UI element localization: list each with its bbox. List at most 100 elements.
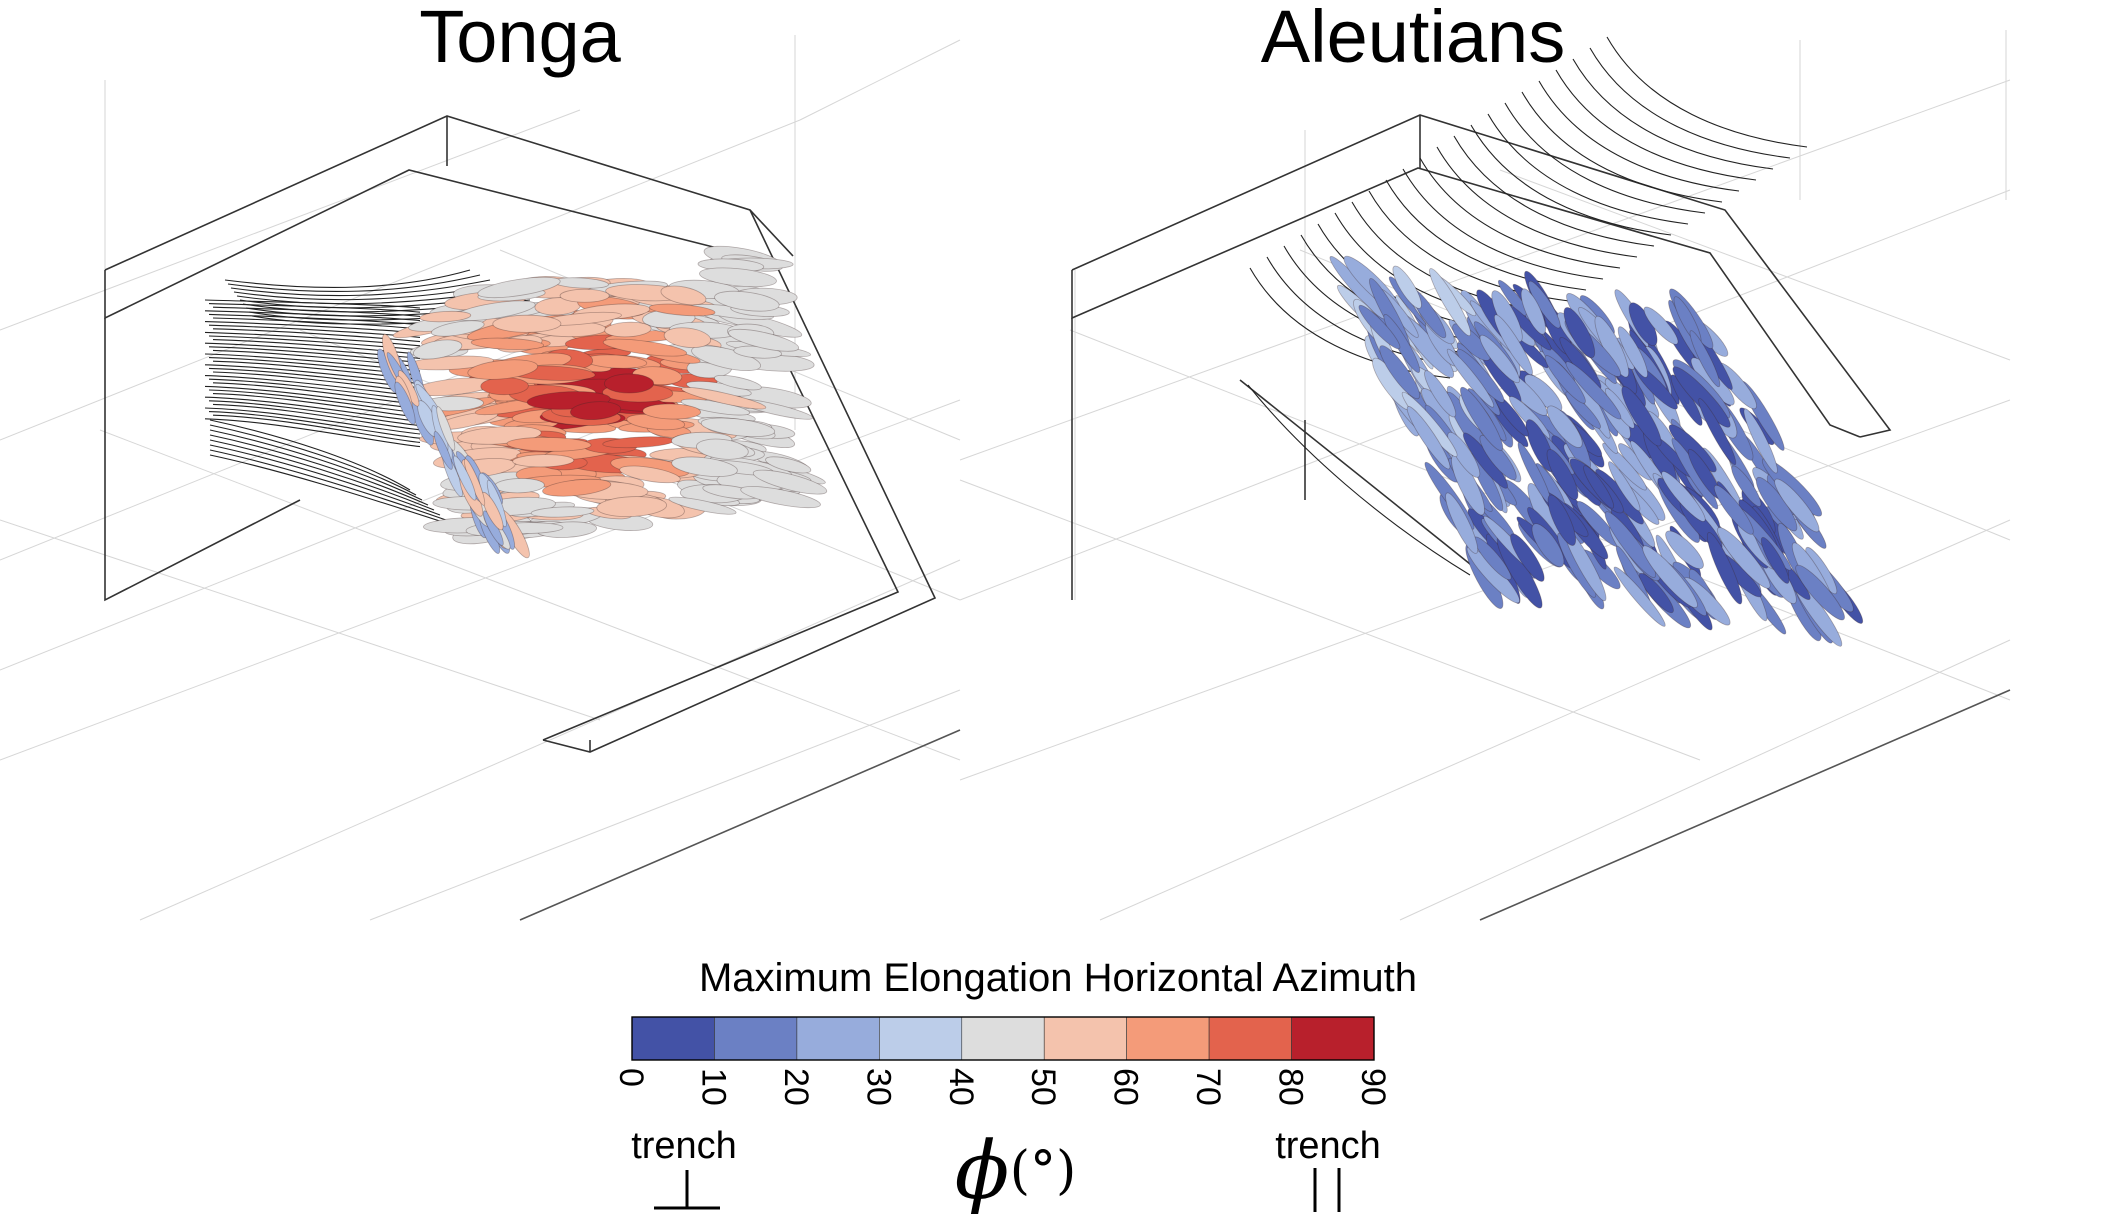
anisotropy-ellipse xyxy=(1698,398,1737,466)
anisotropy-ellipse xyxy=(436,406,456,451)
anisotropy-ellipse xyxy=(1672,366,1731,428)
colorbar-tick-label: 30 xyxy=(859,1068,897,1106)
streamline xyxy=(208,389,421,414)
anisotropy-ellipse xyxy=(1717,527,1771,589)
anisotropy-ellipse xyxy=(1760,536,1790,584)
streamline xyxy=(204,418,421,448)
anisotropy-ellipse xyxy=(700,417,776,437)
anisotropy-ellipse xyxy=(1546,405,1583,448)
anisotropy-ellipse xyxy=(1546,448,1579,500)
streamline xyxy=(209,439,435,511)
anisotropy-ellipse xyxy=(1604,511,1657,578)
anisotropy-ellipse xyxy=(1392,265,1422,309)
streamline xyxy=(212,403,421,431)
streamline xyxy=(1538,80,1740,192)
anisotropy-ellipse xyxy=(1583,465,1615,509)
anisotropy-ellipse xyxy=(481,491,504,531)
anisotropy-ellipse xyxy=(433,431,453,470)
anisotropy-ellipse xyxy=(696,438,749,460)
anisotropy-ellipse xyxy=(530,506,595,518)
anisotropy-ellipse xyxy=(1460,386,1504,451)
streamline xyxy=(1487,113,1689,225)
colorbar-tick-label: 80 xyxy=(1272,1068,1310,1106)
anisotropy-ellipse xyxy=(1406,406,1451,470)
streamline xyxy=(212,317,421,330)
aleutians-title: Aleutians xyxy=(1261,0,1565,78)
panel-aleutians: Aleutians xyxy=(959,0,2011,921)
anisotropy-ellipse xyxy=(699,267,777,288)
streamline xyxy=(230,279,491,297)
anisotropy-ellipse xyxy=(691,345,762,371)
anisotropy-ellipse xyxy=(1379,345,1421,400)
anisotropy-ellipse xyxy=(1531,523,1565,568)
anisotropy-ellipse xyxy=(1713,484,1754,535)
anisotropy-ellipse xyxy=(1608,461,1641,512)
colorbar-tick-label: 60 xyxy=(1107,1068,1145,1106)
streamline xyxy=(209,424,417,496)
streamline xyxy=(227,274,481,293)
streamline xyxy=(204,396,421,422)
anisotropy-ellipse xyxy=(681,386,767,410)
colorbar-tick-label: 0 xyxy=(612,1068,650,1087)
phi-unit: (°) xyxy=(1010,1141,1077,1201)
anisotropy-ellipse xyxy=(559,288,610,303)
anisotropy-ellipse xyxy=(740,486,821,509)
anisotropy-ellipse xyxy=(1665,530,1704,570)
colorbar-bin xyxy=(796,1016,880,1061)
anisotropy-ellipse xyxy=(407,355,494,371)
anisotropy-ellipse xyxy=(1479,334,1520,384)
streamline xyxy=(1470,124,1672,236)
aleutians-ellipses xyxy=(1329,255,1864,647)
colorbar-bin xyxy=(1126,1016,1210,1061)
streamline xyxy=(212,414,421,443)
streamline xyxy=(1555,69,1757,181)
anisotropy-ellipse xyxy=(604,321,652,338)
anisotropy-ellipse xyxy=(1565,391,1601,429)
anisotropy-ellipse xyxy=(1617,326,1648,378)
streamline xyxy=(1504,102,1706,214)
streamline xyxy=(212,339,421,355)
colorbar: Maximum Elongation Horizontal Azimuth 0 1… xyxy=(612,956,1417,1214)
streamline xyxy=(1402,168,1604,280)
colorbar-tick-label: 90 xyxy=(1354,1068,1392,1106)
colorbar-bin xyxy=(879,1016,963,1061)
colorbar-bin xyxy=(714,1016,798,1061)
anisotropy-ellipse xyxy=(542,478,612,497)
anisotropy-ellipse xyxy=(1731,465,1762,507)
anisotropy-ellipse xyxy=(1602,442,1647,491)
anisotropy-ellipse xyxy=(492,314,562,333)
trench-parallel-label: trench xyxy=(1275,1125,1381,1167)
anisotropy-ellipse xyxy=(1565,361,1622,420)
anisotropy-ellipse xyxy=(1643,306,1679,345)
anisotropy-ellipse xyxy=(477,276,561,299)
anisotropy-ellipse xyxy=(1661,471,1706,522)
anisotropy-ellipse xyxy=(602,436,675,449)
streamline xyxy=(209,454,453,526)
anisotropy-ellipse xyxy=(619,465,681,484)
anisotropy-ellipse xyxy=(1795,564,1845,621)
anisotropy-ellipse xyxy=(603,373,655,394)
anisotropy-ellipse xyxy=(1563,307,1596,359)
streamline xyxy=(209,419,411,491)
streamline xyxy=(1247,384,1471,576)
anisotropy-ellipse xyxy=(1429,268,1471,337)
streamline xyxy=(1572,58,1774,170)
anisotropy-ellipse xyxy=(1613,566,1666,627)
tonga-axis-line xyxy=(519,729,961,921)
phi-symbol: ϕ xyxy=(955,1124,1010,1214)
streamline xyxy=(208,346,421,364)
anisotropy-ellipse xyxy=(419,310,472,323)
streamline xyxy=(1606,36,1808,148)
streamline xyxy=(204,407,421,435)
anisotropy-ellipse xyxy=(506,437,592,452)
anisotropy-ellipse xyxy=(1743,408,1778,474)
perpendicular-symbol-icon xyxy=(654,1170,720,1210)
anisotropy-ellipse xyxy=(668,496,737,515)
streamline xyxy=(209,444,441,516)
anisotropy-ellipse xyxy=(1689,330,1721,388)
colorbar-title: Maximum Elongation Horizontal Azimuth xyxy=(699,956,1417,1000)
anisotropy-ellipse xyxy=(1638,572,1674,614)
streamline xyxy=(212,393,421,418)
colorbar-bin xyxy=(1291,1016,1375,1061)
